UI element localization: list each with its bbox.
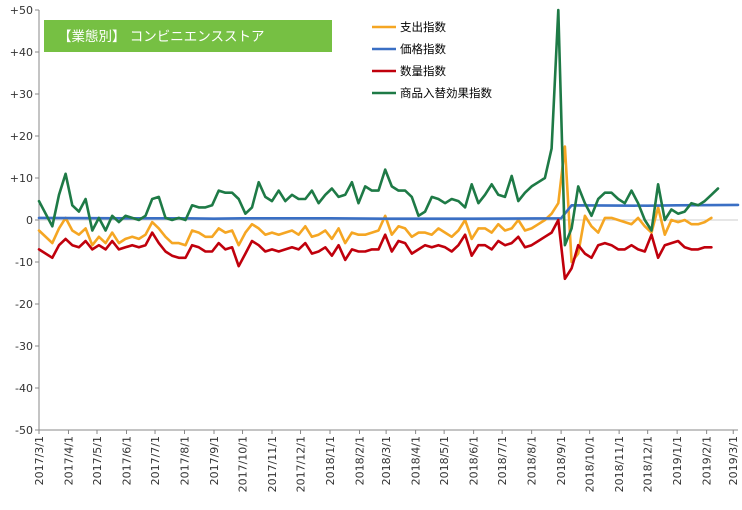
y-tick-label: -40: [15, 382, 33, 395]
legend-label-2: 数量指数: [400, 64, 446, 78]
x-tick-label: 2018/1/1: [324, 436, 337, 485]
x-tick-label: 2019/3/1: [727, 436, 740, 485]
x-tick-label: 2018/3/1: [380, 436, 393, 485]
x-axis: 2017/3/1 2017/4/1 2017/5/1 2017/6/1 2017/7/1…: [33, 219, 740, 492]
y-tick-label: -10: [15, 256, 33, 269]
x-tick-label: 2018/2/1: [353, 436, 366, 485]
legend-label-3: 商品入替効果指数: [400, 86, 492, 100]
legend-label-1: 価格指数: [400, 42, 446, 56]
x-tick-label: 2017/6/1: [120, 436, 133, 485]
x-tick-label: 2017/11/1: [266, 436, 279, 492]
x-tick-label: 2018/6/1: [468, 436, 481, 485]
series-line-3: [37, 8, 720, 247]
series-layer: [37, 8, 740, 281]
x-tick-label: 2017/7/1: [149, 436, 162, 485]
series-line-0: [37, 145, 713, 264]
y-axis: +50 +40 +30 +20 +10 0 -10 -20 -30 -40 -50: [10, 4, 40, 437]
x-tick-label: 2018/9/1: [555, 436, 568, 485]
x-tick-label: 2019/1/1: [671, 436, 684, 485]
series-line-2: [37, 218, 713, 281]
x-tick-label: 2018/7/1: [496, 436, 509, 485]
x-tick-label: 2018/10/1: [584, 436, 597, 492]
y-tick-label: -50: [15, 424, 33, 437]
title-background: [44, 20, 332, 52]
x-tick-label: 2017/4/1: [62, 436, 75, 485]
x-tick-label: 2018/4/1: [410, 436, 423, 485]
y-tick-label: +10: [10, 172, 33, 185]
y-tick-label: +30: [10, 88, 33, 101]
title-box: 【業態別】 コンビニエンスストア: [44, 20, 332, 52]
y-tick-label: +50: [10, 4, 33, 17]
x-tick-label: 2019/2/1: [701, 436, 714, 485]
x-tick-label: 2017/12/1: [295, 436, 308, 492]
chart-title: 【業態別】 コンビニエンスストア: [58, 29, 265, 45]
y-tick-label: 0: [26, 214, 33, 227]
x-tick-label: 2017/10/1: [237, 436, 250, 492]
x-tick-label: 2018/12/1: [642, 436, 655, 492]
x-tick-label: 2017/5/1: [91, 436, 104, 485]
x-tick-label: 2018/8/1: [526, 436, 539, 485]
x-tick-label: 2017/3/1: [33, 436, 46, 485]
x-tick-label: 2018/5/1: [438, 436, 451, 485]
legend-label-0: 支出指数: [400, 20, 446, 34]
x-tick-label: 2018/11/1: [613, 436, 626, 492]
y-tick-label: +20: [10, 130, 33, 143]
x-tick-label: 2017/9/1: [208, 436, 221, 485]
y-tick-label: +40: [10, 46, 33, 59]
y-tick-label: -30: [15, 340, 33, 353]
series-line-1: [37, 203, 740, 220]
x-tick-label: 2017/8/1: [179, 436, 192, 485]
y-tick-label: -20: [15, 298, 33, 311]
